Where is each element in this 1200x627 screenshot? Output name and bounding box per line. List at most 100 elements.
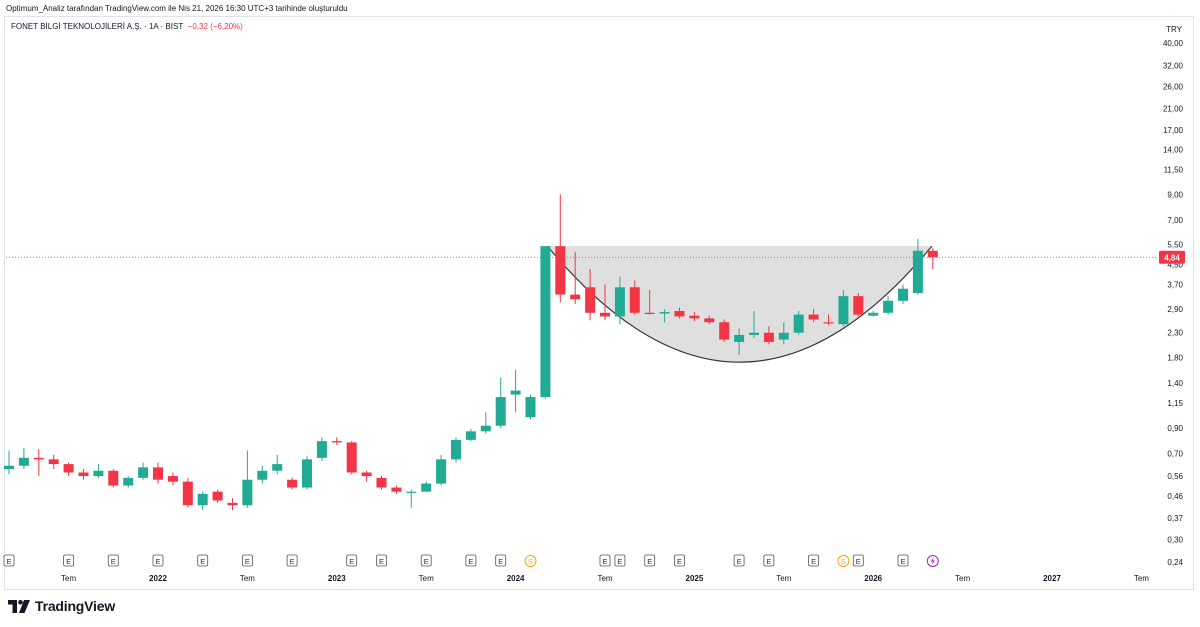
candle-2025-04 — [734, 328, 745, 355]
earnings-icon — [3, 554, 15, 567]
candle-2024-04 — [555, 194, 566, 303]
earnings-icon — [286, 554, 298, 567]
earnings-icon — [674, 554, 685, 567]
earnings-icon — [197, 554, 209, 567]
candle-2022-06 — [227, 498, 238, 511]
candle-2024-08 — [614, 276, 625, 325]
candle-2024-06 — [585, 269, 596, 321]
candle-2021-04 — [18, 447, 29, 470]
candle-body — [525, 397, 536, 418]
candle-body — [614, 287, 625, 317]
earnings-icon — [852, 554, 864, 567]
event-marker-e: E — [465, 554, 477, 567]
candle-body — [808, 314, 819, 320]
candle-body — [108, 470, 119, 486]
earnings-icon — [897, 554, 909, 567]
candle-body — [18, 457, 29, 466]
candle-2022-09 — [272, 454, 283, 475]
earnings-icon — [808, 554, 819, 567]
chart-header-caption: Optimum_Analiz tarafından TradingView.co… — [6, 4, 348, 13]
earnings-icon-letter: E — [900, 557, 905, 566]
y-tick-label: 1,15 — [1167, 399, 1183, 408]
candle-2023-08 — [436, 454, 447, 486]
y-tick-label: 0,56 — [1167, 472, 1183, 481]
candle-body — [257, 470, 268, 480]
earnings-icon-letter: E — [677, 557, 682, 566]
x-tick-label: Tem — [419, 574, 434, 583]
candle-body — [63, 464, 74, 473]
candle-body — [272, 464, 283, 471]
candle-body — [585, 287, 596, 313]
last-price-badge — [1159, 250, 1185, 264]
candle-2022-01 — [153, 462, 163, 484]
candle-2021-08 — [78, 469, 89, 480]
y-tick-label: 32,00 — [1163, 62, 1184, 71]
candle-2024-11 — [659, 309, 670, 323]
candle-2025-12 — [853, 293, 864, 317]
candle-2025-09 — [808, 309, 819, 323]
earnings-icon-letter: E — [811, 557, 816, 566]
price-axis[interactable]: TRY 40,00 32,00 26,00 21,00 17,00 14,00 11,50 9,… — [1159, 25, 1185, 567]
symbol-legend: FONET BİLGİ TEKNOLOJİLERİ A.Ş. · 1A · BI… — [11, 22, 243, 31]
candle-2025-06 — [763, 326, 774, 345]
candle-2022-08 — [257, 465, 268, 484]
candle-body — [391, 487, 402, 492]
candle-2022-12 — [316, 437, 327, 461]
earnings-icon-letter: E — [647, 557, 652, 566]
earnings-icon — [63, 554, 74, 567]
candle-2023-06 — [406, 489, 417, 508]
candle-2021-10 — [108, 469, 119, 488]
earnings-icon-letter: E — [349, 557, 354, 566]
candle-body — [316, 441, 327, 458]
candle-body — [763, 332, 774, 342]
earnings-icon-letter: E — [737, 557, 742, 566]
earnings-icon — [465, 554, 477, 567]
y-tick-label: 1,40 — [1167, 379, 1183, 388]
event-marker-d — [926, 555, 939, 567]
candle-body — [361, 472, 372, 477]
x-tick-label: 2022 — [149, 574, 167, 583]
candle-body — [167, 476, 178, 482]
event-marker-e: E — [346, 554, 358, 567]
event-marker-e: E — [3, 554, 15, 567]
candle-body — [287, 479, 298, 488]
candle-body — [778, 332, 789, 340]
candle-body — [704, 318, 715, 323]
candle-body — [644, 312, 655, 314]
event-marker-e: E — [197, 554, 209, 567]
candle-2024-05 — [570, 251, 581, 305]
y-tick-label: 0,37 — [1167, 514, 1183, 523]
time-axis[interactable]: Tem 2022 Tem 2023 Tem 2024 Tem 2025 Tem 2026 Tem 20… — [61, 574, 1149, 583]
candle-body — [33, 457, 44, 460]
currency-label: TRY — [1166, 25, 1183, 34]
y-tick-label: 0,70 — [1167, 449, 1183, 458]
candle-2022-02 — [167, 472, 178, 486]
candle-2024-02 — [525, 394, 536, 420]
candles — [4, 194, 938, 511]
candle-2022-07 — [242, 450, 253, 508]
y-tick-label: 0,90 — [1167, 424, 1183, 433]
candle-2026-02 — [883, 296, 894, 315]
chart-frame[interactable] — [4, 16, 1194, 590]
candle-2025-08 — [793, 310, 804, 335]
x-tick-label: 2025 — [686, 574, 704, 583]
candle-body — [4, 465, 14, 470]
y-tick-label: 0,24 — [1167, 558, 1183, 567]
candle-body — [451, 439, 461, 460]
tradingview-logo[interactable]: TradingView — [8, 598, 115, 614]
candle-body — [898, 288, 908, 301]
candle-2023-12 — [495, 377, 506, 428]
dividend-icon — [524, 555, 537, 567]
event-marker-e: E — [495, 554, 507, 567]
candle-2022-10 — [287, 477, 298, 490]
candle-body — [480, 425, 491, 432]
candle-body — [793, 314, 804, 333]
event-marker-e: E — [763, 554, 775, 567]
earnings-icon-letter: E — [766, 557, 771, 566]
candle-body — [555, 246, 566, 295]
dividend-icon — [837, 555, 850, 567]
earnings-icon-letter: E — [856, 557, 861, 566]
earnings-icon-letter: E — [379, 557, 384, 566]
candle-2022-03 — [182, 477, 193, 508]
